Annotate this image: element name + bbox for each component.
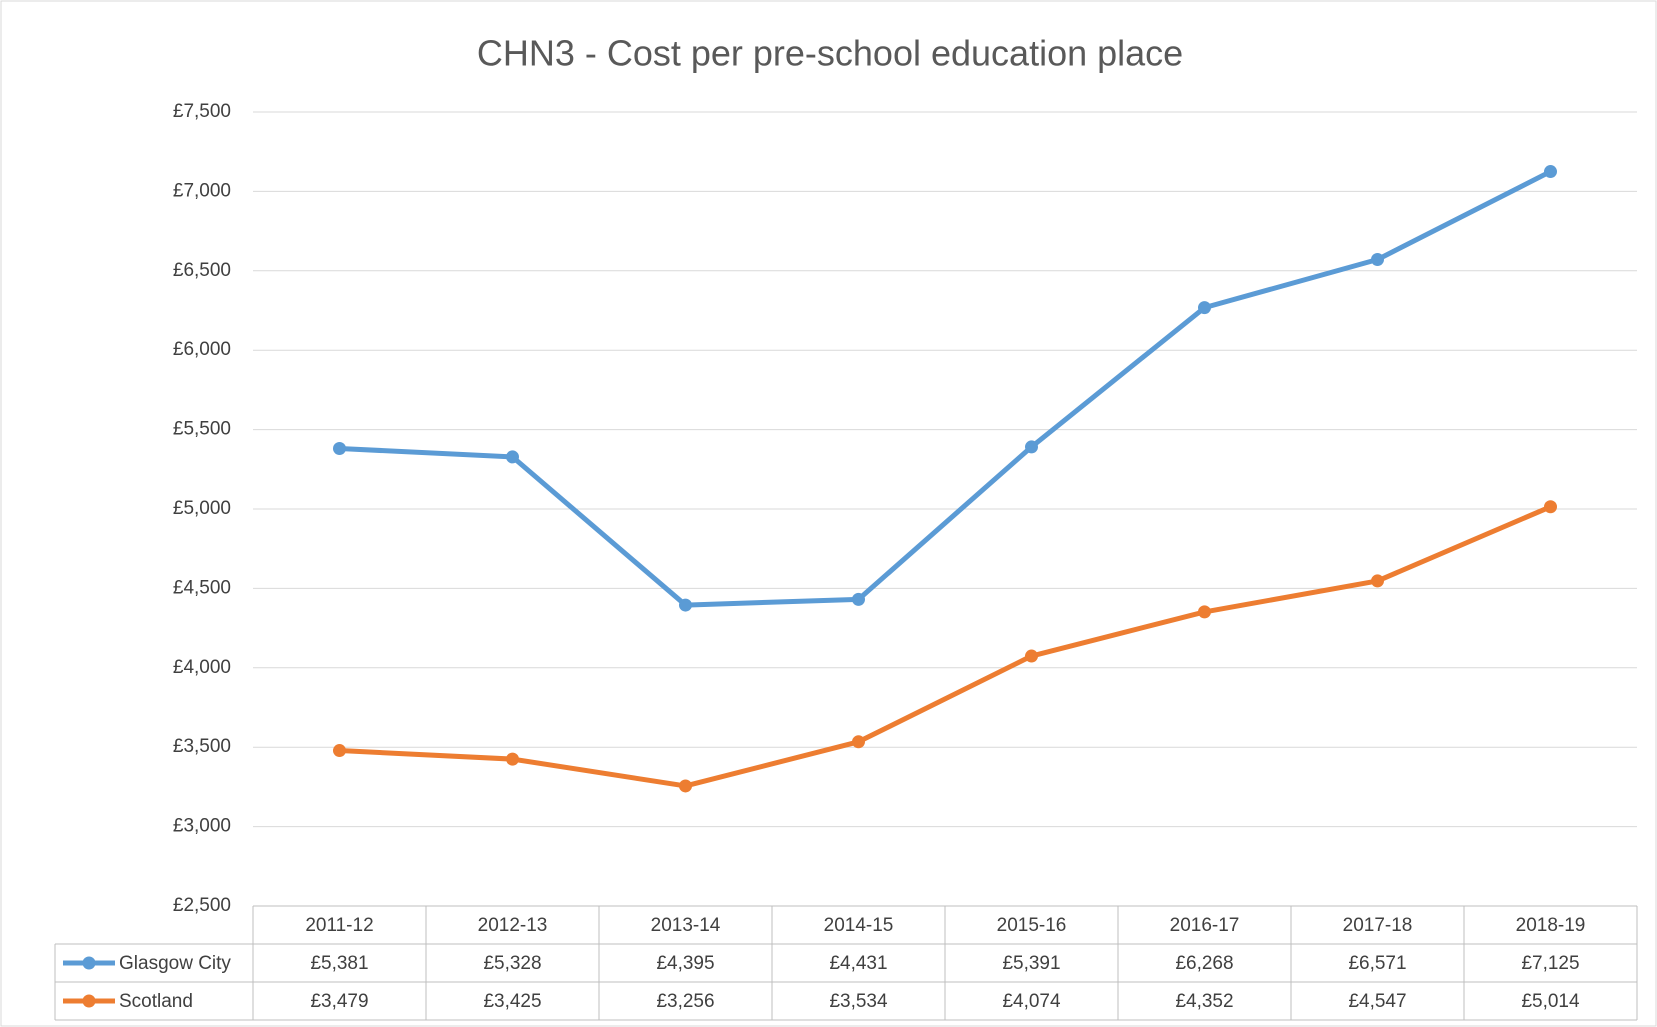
series-line — [337, 169, 1553, 608]
point — [506, 752, 519, 766]
chart-title: CHN3 - Cost per pre-school education pla… — [477, 33, 1183, 74]
table-value: £3,479 — [310, 991, 368, 1012]
y-tick-label: £7,000 — [173, 180, 231, 201]
legend-marker — [82, 956, 96, 970]
x-tick-label: 2015-16 — [997, 915, 1067, 936]
table-value: £4,431 — [829, 953, 887, 974]
table-value: £5,391 — [1002, 953, 1060, 974]
point — [852, 735, 865, 749]
x-tick-label: 2012-13 — [478, 915, 548, 936]
x-tick-label: 2017-18 — [1343, 915, 1413, 936]
table-value: £4,395 — [656, 953, 714, 974]
table-value: £5,328 — [483, 953, 541, 974]
table-value: £7,125 — [1521, 953, 1579, 974]
y-tick-label: £6,000 — [173, 339, 231, 360]
point — [1544, 500, 1557, 514]
point — [1544, 165, 1557, 179]
point — [1198, 605, 1211, 619]
table-value: £5,014 — [1521, 991, 1580, 1012]
y-tick-label: £4,000 — [173, 657, 231, 678]
point — [679, 598, 692, 612]
x-tick-label: 2016-17 — [1170, 915, 1240, 936]
y-tick-label: £5,000 — [173, 498, 231, 519]
point — [1371, 253, 1384, 267]
x-tick-label: 2011-12 — [305, 915, 373, 936]
legend-label: Scotland — [119, 991, 193, 1012]
table-value: £5,381 — [310, 953, 368, 974]
x-tick-label: 2013-14 — [651, 915, 721, 936]
x-tick-label: 2018-19 — [1516, 915, 1586, 936]
y-tick-label: £3,000 — [173, 816, 231, 837]
point — [1371, 574, 1384, 588]
legend-label: Glasgow City — [119, 953, 231, 974]
point — [1025, 440, 1038, 454]
table-value: £3,534 — [829, 991, 888, 1012]
point — [1025, 649, 1038, 663]
table-value: £4,352 — [1175, 991, 1233, 1012]
legend-marker — [82, 994, 96, 1008]
table-value: £4,547 — [1348, 991, 1406, 1012]
point — [506, 450, 519, 464]
point — [679, 779, 692, 793]
y-tick-label: £7,500 — [173, 101, 231, 122]
point — [333, 744, 346, 758]
y-tick-label: £2,500 — [173, 895, 231, 916]
y-tick-label: £5,500 — [173, 419, 231, 440]
point — [1198, 301, 1211, 315]
series-line — [337, 504, 1553, 789]
table-value: £6,571 — [1348, 953, 1406, 974]
table-value: £3,425 — [483, 991, 541, 1012]
y-tick-label: £3,500 — [173, 736, 231, 757]
y-tick-label: £6,500 — [173, 260, 231, 281]
table-value: £3,256 — [656, 991, 714, 1012]
point — [852, 592, 865, 606]
table-value: £4,074 — [1002, 991, 1061, 1012]
point — [333, 441, 346, 455]
y-tick-label: £4,500 — [173, 577, 231, 598]
x-tick-label: 2014-15 — [824, 915, 894, 936]
table-value: £6,268 — [1175, 953, 1233, 974]
